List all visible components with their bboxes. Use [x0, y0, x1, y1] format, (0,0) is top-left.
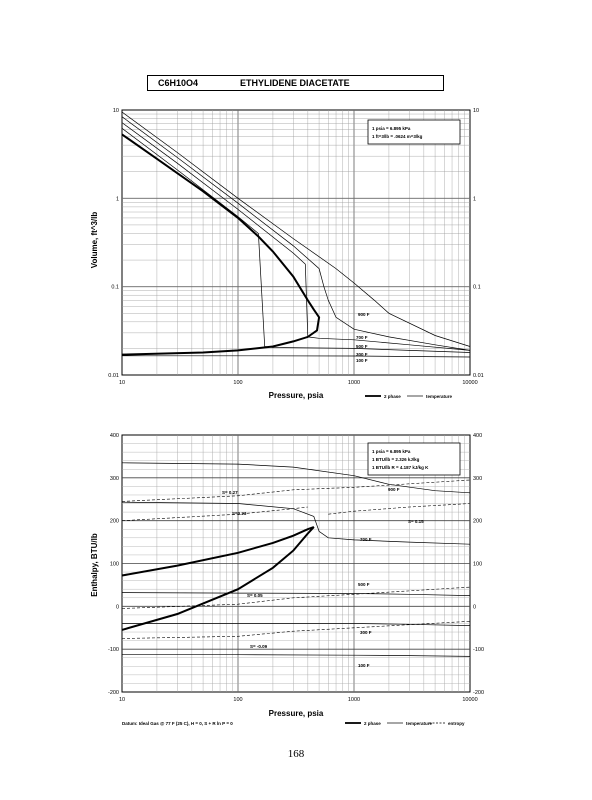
y-tick-label-left: 0.1: [111, 285, 119, 291]
isotherm-900f: [121, 462, 471, 494]
entropy-label: S= 0.15: [408, 519, 424, 524]
x-tick-label: 1000: [348, 380, 360, 386]
legend-label: 2 phase: [384, 394, 401, 399]
y-tick-label-right: 10: [473, 108, 479, 114]
y-tick-label-left: 1: [116, 196, 119, 202]
entropy-label: S= 0.05: [247, 593, 263, 598]
isotherm-500f: [121, 592, 471, 596]
isotherm-500f: [121, 122, 471, 351]
y-tick-label-left: 0: [116, 604, 119, 610]
y-tick-label-right: 200: [473, 519, 482, 525]
two-phase-curve: [121, 526, 315, 631]
conversion-text: 1 ft^3/lb = .0624 m^3/kg: [372, 134, 423, 139]
isotherm-700f: [121, 116, 471, 351]
entropy-line: [121, 506, 308, 521]
x-tick-label: 10000: [462, 380, 477, 386]
isotherm-label: 300 F: [356, 352, 368, 357]
y-axis-label: Enthalpy, BTU/lb: [90, 533, 99, 597]
x-tick-label: 100: [233, 380, 242, 386]
entropy-line: [121, 479, 471, 502]
conversion-text: 1 BTU/lb = 2.326 kJ/kg: [372, 457, 420, 462]
isotherm-label: 700 F: [356, 335, 368, 340]
chart-title-box: C6H10O4 ETHYLIDENE DIACETATE: [147, 75, 444, 91]
legend-label: temperature: [406, 721, 433, 726]
isotherm-300f: [121, 128, 471, 353]
x-axis-label: Pressure, psia: [269, 709, 324, 718]
entropy-label: S=0.23: [232, 511, 247, 516]
entropy-label: S= 0.27: [222, 490, 238, 495]
legend-label: entropy: [448, 721, 465, 726]
legend-label: 2 phase: [364, 721, 381, 726]
y-tick-label-left: 0.01: [108, 373, 119, 379]
isotherm-label: 300 F: [360, 630, 372, 635]
conversion-text: 1 psia = 6.895 kPa: [372, 449, 411, 454]
x-tick-label: 1000: [348, 697, 360, 703]
isotherm-label: 100 F: [358, 663, 370, 668]
y-tick-label-left: 10: [113, 108, 119, 114]
conversion-box: [367, 119, 461, 145]
y-tick-label-left: 200: [110, 519, 119, 525]
y-tick-label-left: 300: [110, 476, 119, 482]
datum-footnote: Datum: Ideal Gas @ 77 F (25 C), H = 0, S…: [122, 721, 233, 726]
x-tick-label: 10: [119, 380, 125, 386]
page-number: 168: [287, 748, 305, 760]
entropy-line: [121, 621, 471, 639]
isotherm-label: 100 F: [356, 358, 368, 363]
x-axis-label: Pressure, psia: [269, 391, 324, 400]
y-tick-label-right: 100: [473, 562, 482, 568]
two-phase-curve: [121, 133, 321, 356]
y-tick-label-left: -100: [108, 647, 119, 653]
isotherm-label: 700 F: [360, 537, 372, 542]
isotherm-700f: [121, 501, 471, 545]
y-tick-label-right: 1: [473, 196, 476, 202]
entropy-label: S= -0.09: [250, 644, 268, 649]
isotherm-label: 500 F: [356, 344, 368, 349]
conversion-box: [367, 442, 461, 476]
isotherm-300f: [122, 623, 471, 626]
chemical-name: ETHYLIDENE DIACETATE: [240, 78, 350, 88]
y-tick-label-right: 0.01: [473, 373, 484, 379]
x-tick-label: 10000: [462, 697, 477, 703]
x-tick-label: 100: [233, 697, 242, 703]
y-axis-label: Volume, ft^3/lb: [90, 212, 99, 269]
x-tick-label: 10: [119, 697, 125, 703]
isotherm-900f: [121, 111, 471, 347]
y-tick-label-right: -200: [473, 690, 484, 696]
y-tick-label-right: 0: [473, 604, 476, 610]
isotherm-100f: [122, 355, 471, 358]
isotherm-label: 900 F: [388, 487, 400, 492]
entropy-line: [328, 503, 471, 515]
y-tick-label-left: 400: [110, 433, 119, 439]
y-tick-label-right: 300: [473, 476, 482, 482]
legend-label: temperature: [426, 394, 453, 399]
isotherm-label: 900 F: [358, 312, 370, 317]
y-tick-label-left: 100: [110, 562, 119, 568]
plot-frame-0: [121, 109, 471, 376]
y-tick-label-right: 400: [473, 433, 482, 439]
y-tick-label-right: -100: [473, 647, 484, 653]
isotherm-label: 500 F: [358, 582, 370, 587]
chemical-formula: C6H10O4: [158, 78, 199, 88]
isotherm-100f: [122, 654, 471, 657]
conversion-text: 1 psia = 6.895 kPa: [372, 126, 411, 131]
entropy-line: [121, 586, 471, 609]
y-tick-label-left: -200: [108, 690, 119, 696]
y-tick-label-right: 0.1: [473, 285, 481, 291]
conversion-text: 1 BTU/lb R = 4.187 kJ/kg K: [372, 465, 429, 470]
